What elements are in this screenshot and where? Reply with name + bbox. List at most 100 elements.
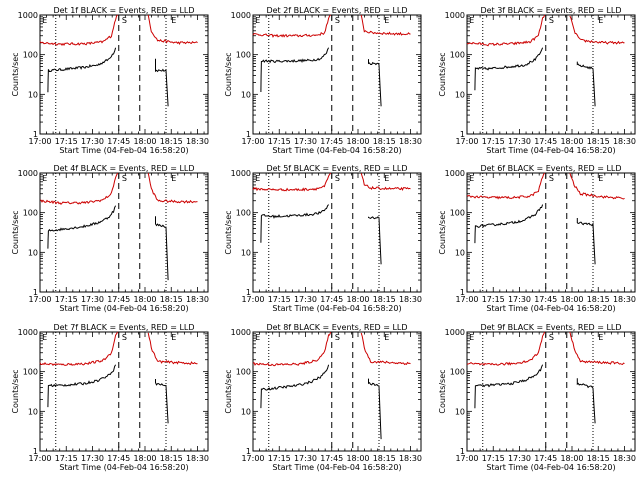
- y-tick-label: 10: [28, 90, 38, 99]
- x-tick-label: 18:00: [346, 137, 369, 146]
- event-marker-label: E: [255, 16, 260, 25]
- events-series-line: [474, 364, 544, 409]
- x-tick-label: 18:15: [587, 454, 610, 463]
- event-marker-label: S: [122, 174, 127, 183]
- y-tick-label: 100: [450, 209, 465, 218]
- lld-series-line: [360, 332, 411, 366]
- lld-series-line: [569, 331, 625, 365]
- x-tick-label: 18:00: [560, 454, 583, 463]
- events-series-line: [368, 378, 382, 440]
- x-tick-label: 17:45: [107, 137, 130, 146]
- x-axis-label: Start Time (04-Feb-04 16:58:20): [59, 304, 188, 313]
- x-axis-label: Start Time (04-Feb-04 16:58:20): [272, 463, 401, 472]
- event-marker-label: S: [549, 174, 554, 183]
- y-tick-label: 1000: [18, 169, 38, 178]
- x-tick-label: 17:00: [28, 295, 51, 304]
- y-axis-label: Counts/sec: [11, 210, 20, 254]
- lld-series-line: [39, 14, 119, 47]
- y-tick-label: 10: [455, 407, 465, 416]
- x-tick-label: 17:30: [294, 137, 317, 146]
- chart-panel: Det 2f BLACK = Events, RED = LLD 1 10 100 10…: [224, 6, 422, 155]
- chart-title: Det 1f BLACK = Events, RED = LLD: [53, 6, 194, 15]
- x-tick-label: 17:00: [241, 295, 264, 304]
- event-marker-label: E: [42, 174, 47, 183]
- lld-series-line: [147, 14, 198, 45]
- chart-title: Det 8f BLACK = Events, RED = LLD: [266, 323, 407, 332]
- event-marker-label: S: [335, 174, 340, 183]
- chart-title: Det 5f BLACK = Events, RED = LLD: [266, 164, 407, 173]
- y-axis-label: Counts/sec: [224, 369, 233, 413]
- event-marker-label: S: [549, 333, 554, 342]
- plot-frame: [252, 172, 422, 293]
- chart-panel: Det 4f BLACK = Events, RED = LLD 1 10 100 10…: [11, 164, 209, 313]
- y-tick-label: 100: [23, 209, 38, 218]
- y-tick-label: 1: [460, 288, 465, 297]
- x-tick-label: 18:30: [399, 454, 422, 463]
- lld-series-line: [569, 15, 625, 45]
- y-tick-label: 100: [236, 51, 251, 60]
- y-tick-label: 1000: [231, 169, 251, 178]
- x-tick-label: 18:15: [373, 295, 396, 304]
- event-marker-label: E: [598, 174, 603, 183]
- plot-frame: [39, 331, 209, 452]
- x-tick-label: 17:30: [81, 454, 104, 463]
- x-tick-label: 17:15: [482, 137, 505, 146]
- y-tick-label: 100: [450, 51, 465, 60]
- event-marker-label: E: [469, 333, 474, 342]
- x-tick-label: 18:30: [613, 454, 636, 463]
- y-tick-label: 1000: [445, 169, 465, 178]
- y-tick-label: 10: [241, 90, 251, 99]
- x-tick-label: 18:30: [186, 454, 209, 463]
- y-tick-label: 1: [33, 130, 38, 139]
- x-tick-label: 17:00: [455, 295, 478, 304]
- events-series-line: [368, 216, 382, 265]
- events-series-line: [368, 59, 382, 107]
- x-tick-label: 17:45: [320, 295, 343, 304]
- x-tick-label: 17:45: [534, 454, 557, 463]
- x-tick-label: 18:15: [373, 137, 396, 146]
- x-tick-label: 17:00: [455, 137, 478, 146]
- x-tick-label: 18:00: [133, 454, 156, 463]
- lld-series-line: [252, 14, 332, 38]
- x-tick-label: 18:30: [613, 295, 636, 304]
- plot-frame: [252, 14, 422, 135]
- chart-panel: Det 6f BLACK = Events, RED = LLD 1 10 100 10…: [438, 164, 636, 313]
- x-tick-label: 18:00: [560, 137, 583, 146]
- events-series-line: [260, 204, 329, 243]
- x-tick-label: 18:30: [399, 295, 422, 304]
- x-tick-label: 17:45: [320, 454, 343, 463]
- y-tick-label: 1000: [18, 11, 38, 20]
- x-tick-label: 17:00: [28, 137, 51, 146]
- x-axis-label: Start Time (04-Feb-04 16:58:20): [486, 304, 615, 313]
- x-tick-label: 17:00: [241, 454, 264, 463]
- event-marker-label: E: [171, 333, 176, 342]
- x-axis-label: Start Time (04-Feb-04 16:58:20): [272, 304, 401, 313]
- event-marker-label: S: [335, 16, 340, 25]
- events-series-line: [260, 364, 330, 409]
- y-tick-label: 10: [28, 407, 38, 416]
- plot-frame: [466, 172, 636, 293]
- event-marker-label: E: [42, 16, 47, 25]
- y-axis-label: Counts/sec: [438, 210, 447, 254]
- plot-frame: [252, 331, 422, 452]
- x-tick-label: 18:00: [560, 295, 583, 304]
- events-series-line: [474, 204, 544, 244]
- x-tick-label: 17:45: [107, 454, 130, 463]
- event-marker-label: E: [469, 16, 474, 25]
- x-tick-label: 17:30: [81, 137, 104, 146]
- lld-series-line: [360, 14, 411, 36]
- event-marker-label: E: [255, 333, 260, 342]
- x-tick-label: 17:00: [455, 454, 478, 463]
- lld-series-line: [360, 173, 411, 192]
- chart-panel: Det 9f BLACK = Events, RED = LLD 1 10 100 10…: [438, 323, 636, 472]
- lld-series-line: [39, 172, 119, 205]
- plot-frame: [466, 14, 636, 135]
- x-tick-label: 17:00: [28, 454, 51, 463]
- y-axis-label: Counts/sec: [438, 52, 447, 96]
- plot-frame: [39, 172, 209, 293]
- x-tick-label: 18:15: [587, 137, 610, 146]
- event-marker-label: S: [335, 333, 340, 342]
- x-tick-label: 17:15: [268, 137, 291, 146]
- y-tick-label: 10: [28, 248, 38, 257]
- plot-frame: [39, 14, 209, 135]
